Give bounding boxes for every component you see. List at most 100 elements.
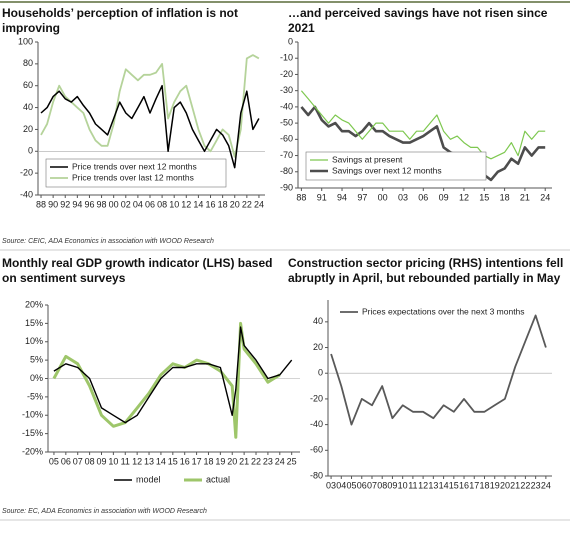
- y-tick-label: -60: [310, 445, 323, 455]
- y-tick-label: 100: [18, 36, 33, 46]
- x-tick-label: 07: [73, 456, 83, 466]
- x-tick-label: 10: [169, 199, 179, 209]
- x-tick-label: 90: [48, 199, 58, 209]
- y-tick-label: 0: [318, 368, 323, 378]
- y-tick-label: -40: [20, 189, 33, 199]
- y-tick-label: 5%: [30, 355, 43, 365]
- x-tick-label: 98: [97, 199, 107, 209]
- x-tick-label: 09: [439, 192, 449, 202]
- y-tick-label: -20: [310, 393, 323, 403]
- x-tick-label: 12: [459, 192, 469, 202]
- y-tick-label: 40: [23, 102, 33, 112]
- y-tick-label: 60: [23, 80, 33, 90]
- y-tick-label: -90: [280, 182, 293, 192]
- x-tick-label: 24: [541, 480, 551, 490]
- x-tick-label: 22: [520, 480, 530, 490]
- x-tick-label: 08: [377, 480, 387, 490]
- y-tick-label: -60: [280, 134, 293, 144]
- x-tick-label: 20: [500, 480, 510, 490]
- y-tick-label: -20%: [22, 446, 43, 456]
- x-tick-label: 05: [49, 456, 59, 466]
- y-tick-label: 0%: [30, 373, 43, 383]
- x-tick-label: 06: [61, 456, 71, 466]
- legend-label: Price trends over last 12 months: [72, 172, 194, 182]
- x-tick-label: 21: [510, 480, 520, 490]
- legend-label: actual: [206, 474, 230, 484]
- legend-box: [45, 158, 227, 188]
- x-tick-label: 19: [490, 480, 500, 490]
- x-tick-label: 03: [326, 480, 336, 490]
- y-tick-label: 20: [23, 124, 33, 134]
- x-tick-label: 07: [367, 480, 377, 490]
- x-tick-label: 22: [251, 456, 261, 466]
- x-tick-label: 08: [157, 199, 167, 209]
- x-tick-label: 06: [418, 192, 428, 202]
- source: Source: CEIC, ADA Economics in associati…: [2, 238, 214, 245]
- chart-title: Monthly real GDP growth indicator (LHS) …: [2, 256, 273, 285]
- y-tick-label: 20%: [25, 299, 43, 309]
- y-tick-label: -10: [280, 53, 293, 63]
- x-tick-label: 11: [408, 480, 417, 490]
- x-tick-label: 11: [121, 456, 130, 466]
- legend-box: [305, 151, 487, 181]
- x-tick-label: 96: [84, 199, 94, 209]
- x-tick-label: 20: [227, 456, 237, 466]
- x-tick-label: 04: [133, 199, 143, 209]
- x-tick-label: 10: [398, 480, 408, 490]
- y-tick-label: -80: [310, 470, 323, 480]
- series-line: [300, 105, 546, 182]
- legend-label: model: [136, 474, 161, 484]
- x-tick-label: 24: [275, 456, 285, 466]
- series-line: [52, 321, 281, 439]
- x-tick-label: 09: [96, 456, 106, 466]
- x-tick-label: 25: [287, 456, 297, 466]
- x-tick-label: 14: [156, 456, 166, 466]
- y-tick-label: 80: [23, 58, 33, 68]
- x-tick-label: 06: [145, 199, 155, 209]
- x-tick-label: 92: [60, 199, 70, 209]
- series-line: [53, 326, 293, 424]
- x-tick-label: 15: [479, 192, 489, 202]
- chart-title: …and perceived savings have not risen si…: [288, 6, 548, 35]
- x-tick-label: 91: [317, 192, 327, 202]
- x-tick-label: 21: [520, 192, 530, 202]
- x-tick-label: 00: [378, 192, 388, 202]
- y-tick-label: 0: [28, 146, 33, 156]
- x-tick-label: 94: [337, 192, 347, 202]
- x-tick-label: 14: [193, 199, 203, 209]
- y-tick-label: -15%: [22, 428, 43, 438]
- y-tick-label: -70: [280, 150, 293, 160]
- y-tick-label: 0: [288, 36, 293, 46]
- x-tick-label: 15: [168, 456, 178, 466]
- x-tick-label: 05: [347, 480, 357, 490]
- x-tick-label: 23: [531, 480, 541, 490]
- x-tick-label: 12: [418, 480, 428, 490]
- y-tick-label: -80: [280, 166, 293, 176]
- x-tick-label: 24: [254, 199, 264, 209]
- x-tick-label: 13: [144, 456, 154, 466]
- y-tick-label: 40: [313, 316, 323, 326]
- x-tick-label: 17: [469, 480, 479, 490]
- y-tick-label: -20: [20, 168, 33, 178]
- x-tick-label: 18: [218, 199, 228, 209]
- y-tick-label: 10%: [25, 336, 43, 346]
- y-tick-label: -30: [280, 85, 293, 95]
- x-tick-label: 08: [85, 456, 95, 466]
- source: Source: EC, ADA Economics in association…: [2, 508, 207, 515]
- x-tick-label: 06: [357, 480, 367, 490]
- series-line: [330, 314, 547, 426]
- x-tick-label: 12: [132, 456, 142, 466]
- x-tick-label: 18: [500, 192, 510, 202]
- x-tick-label: 88: [296, 192, 306, 202]
- legend-label: Price trends over next 12 months: [72, 161, 197, 171]
- x-tick-label: 14: [439, 480, 449, 490]
- x-tick-label: 18: [203, 456, 213, 466]
- series-line: [40, 84, 260, 169]
- chart-title: Households’ perception of inflation is n…: [2, 6, 239, 35]
- x-tick-label: 88: [36, 199, 46, 209]
- legend-label: Savings over next 12 months: [332, 165, 442, 175]
- y-tick-label: 15%: [25, 318, 43, 328]
- x-tick-label: 10: [108, 456, 118, 466]
